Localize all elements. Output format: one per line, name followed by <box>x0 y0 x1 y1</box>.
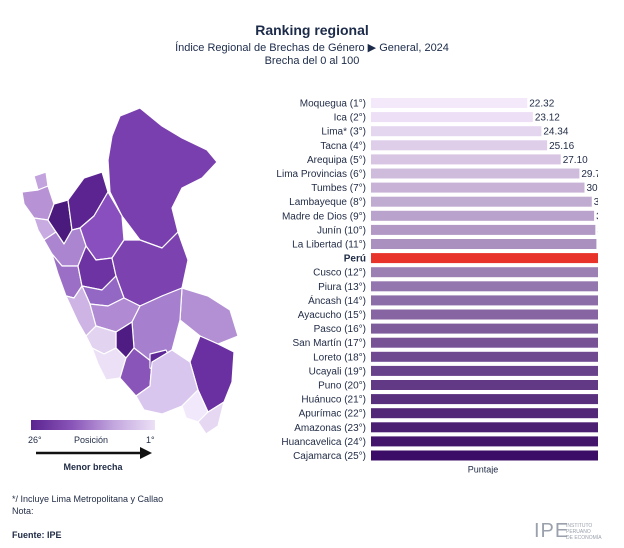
map-region-piura <box>21 185 55 221</box>
bar-category-label: Ucayali (19°) <box>309 366 366 377</box>
bar-value-label: 23.12 <box>535 113 560 124</box>
source-label: Fuente: IPE <box>12 530 62 540</box>
bar <box>371 210 595 221</box>
bar <box>371 323 598 334</box>
bar-category-label: Arequipa (5°) <box>307 155 366 166</box>
logo-subtext-line: PERUANO <box>566 529 591 535</box>
footnote-label: Nota: <box>12 506 34 516</box>
bar-category-label: Lambayeque (8°) <box>289 197 366 208</box>
bar-category-label: La Libertad (11°) <box>292 240 366 251</box>
bar-category-label: Lima Provincias (6°) <box>276 169 366 180</box>
bar-category-label: Perú <box>344 254 366 265</box>
bar-category-label: Huánuco (21°) <box>301 395 366 406</box>
bar-category-label: Puno (20°) <box>318 381 366 392</box>
legend-title: Posición <box>73 435 109 445</box>
bar-value-label: 30.50 <box>587 183 599 194</box>
ipe-logo: IPE INSTITUTO PERUANO DE ECONOMÍA <box>534 520 618 542</box>
bar-value-label: 22.32 <box>529 99 554 110</box>
bar <box>371 168 580 179</box>
bar <box>371 224 596 235</box>
bar-category-label: Ayacucho (15°) <box>298 310 366 321</box>
bar-value-label: 31.87 <box>596 211 598 222</box>
bar <box>371 450 598 461</box>
logo-subtext-line: DE ECONOMÍA <box>566 535 602 541</box>
map-region-loreto <box>107 107 218 249</box>
bar-value-label: 25.16 <box>549 141 574 152</box>
map-region-arequipa <box>135 349 199 415</box>
bar <box>371 408 598 419</box>
bar-category-label: Piura (13°) <box>318 282 366 293</box>
bar <box>371 351 598 362</box>
bar <box>371 154 561 165</box>
bar <box>371 436 598 447</box>
bar <box>371 295 598 306</box>
bar <box>371 281 598 292</box>
bar-category-label: San Martín (17°) <box>293 338 366 349</box>
bar <box>371 309 598 320</box>
x-axis-label: Puntaje <box>468 465 499 474</box>
bar-category-label: Apurímac (22°) <box>299 409 366 420</box>
bar-category-label: Ica (2°) <box>334 113 366 124</box>
bar-category-label: Cajamarca (25°) <box>293 451 366 462</box>
chart-title: Ranking regional <box>255 22 369 38</box>
logo-wordmark: IPE <box>534 520 570 542</box>
bar-value-label: 27.10 <box>563 155 588 166</box>
bar <box>371 140 548 151</box>
peru-region-map <box>21 107 239 435</box>
chart-subtitle: Índice Regional de Brechas de Género ▶ G… <box>175 42 449 54</box>
legend-color-scale <box>31 420 155 430</box>
bar-value-label: 31.54 <box>594 197 598 208</box>
bar <box>371 112 533 123</box>
bar-value-label: 24.34 <box>543 127 568 138</box>
bar-category-label: Lima* (3°) <box>321 127 366 138</box>
bar <box>371 182 585 193</box>
bar <box>371 267 598 278</box>
bar <box>371 98 528 108</box>
legend-caption: Menor brecha <box>63 462 123 472</box>
chart-subtitle-scale: Brecha del 0 al 100 <box>264 55 360 67</box>
logo-subtext-line: INSTITUTO <box>566 523 593 529</box>
bar <box>371 422 598 433</box>
bar <box>371 239 597 249</box>
bar <box>371 394 598 405</box>
legend-arrow-icon <box>36 447 152 459</box>
bar-chart: Moquegua (1°) 22.32 Ica (2°) 23.12 Lima* (3°… <box>276 98 599 474</box>
bar-category-label: Tacna (4°) <box>320 141 366 152</box>
map-region-madre-de-dios <box>179 287 239 345</box>
bar <box>371 365 598 376</box>
bar <box>371 380 598 390</box>
bar <box>371 126 542 137</box>
map-region-tacna <box>197 401 225 435</box>
legend-low-label: 26° <box>28 435 42 445</box>
bar-value-label: 32.05 <box>597 225 598 236</box>
bar-category-label: Huancavelica (24°) <box>281 437 366 448</box>
bar <box>371 337 598 348</box>
bar <box>371 253 598 264</box>
bar-category-label: Loreto (18°) <box>313 352 366 363</box>
bar-value-label: 29.77 <box>581 169 598 180</box>
bar-category-label: Madre de Dios (9°) <box>282 211 366 222</box>
bar-category-label: Tumbes (7°) <box>311 183 366 194</box>
bar-category-label: Áncash (14°) <box>308 294 366 307</box>
bar-category-label: Pasco (16°) <box>314 324 366 335</box>
bar <box>371 196 592 207</box>
bar-category-label: Moquegua (1°) <box>300 99 366 110</box>
footnote-lima: */ Incluye Lima Metropolitana y Callao <box>12 494 164 504</box>
logo-subtext: INSTITUTO PERUANO DE ECONOMÍA <box>566 523 602 541</box>
bar-category-label: Amazonas (23°) <box>294 423 366 434</box>
bar-category-label: Cusco (12°) <box>313 268 366 279</box>
bar-category-label: Junín (10°) <box>317 225 366 236</box>
legend-high-label: 1° <box>146 435 155 445</box>
